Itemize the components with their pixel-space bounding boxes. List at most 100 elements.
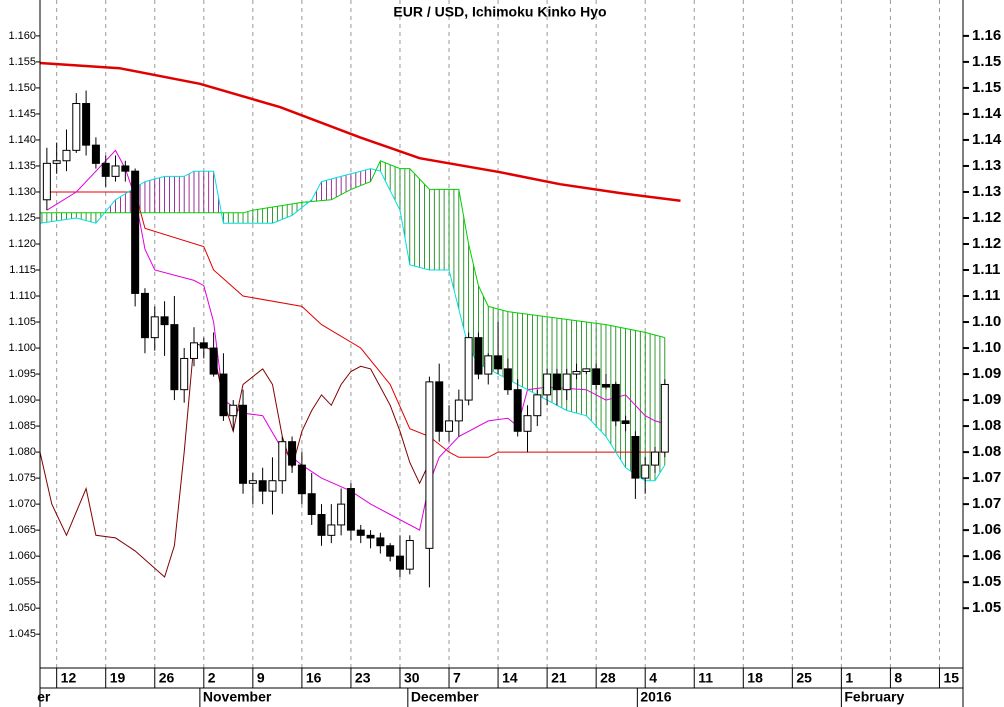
candle-body — [386, 545, 395, 557]
candle — [140, 288, 149, 354]
y-tick-label: 1.105 — [8, 316, 36, 328]
candle-body — [543, 373, 552, 396]
month-label: 2016 — [640, 689, 671, 705]
y2-tick-label: 1.05 — [972, 599, 1001, 616]
candle-layer — [42, 90, 669, 588]
candle — [82, 90, 91, 156]
candle-body — [278, 441, 287, 482]
y2-tick-label: 1.05 — [972, 573, 1001, 590]
x-tick-label: 11 — [698, 670, 713, 686]
candle-body — [405, 540, 414, 570]
axis-layer: 1.160 1.155 1.150 1.145 1.140 1.135 1.130 1.125… — [8, 0, 1002, 707]
candle-body — [268, 480, 277, 492]
candle-body — [572, 370, 581, 375]
chart-title: EUR / USD, Ichimoku Kinko Hyo — [393, 4, 606, 20]
candle-body — [91, 144, 100, 164]
candle-body — [297, 464, 306, 495]
y-tick-label: 1.110 — [9, 290, 36, 302]
y2-tick-label: 1.09 — [972, 365, 1001, 382]
y-tick-label: 1.095 — [8, 368, 36, 380]
candle-body — [160, 316, 169, 326]
candle — [121, 160, 130, 182]
candle — [592, 363, 601, 390]
candle-body — [376, 537, 385, 547]
candle-body — [180, 357, 189, 391]
x-tick-label: 14 — [502, 670, 518, 686]
indicator-line — [39, 168, 666, 482]
candle-body — [660, 383, 669, 453]
candle-body — [219, 373, 228, 417]
candle-body — [121, 165, 130, 172]
candle — [572, 363, 581, 380]
y2-tick-label: 1.06 — [972, 521, 1001, 538]
candle-body — [42, 162, 51, 201]
candle — [239, 389, 248, 494]
candle-body — [611, 383, 620, 422]
y-tick-label: 1.140 — [8, 134, 36, 146]
candle-body — [150, 316, 159, 339]
indicator-line — [40, 160, 665, 339]
candle — [641, 457, 650, 494]
month-label: December — [411, 689, 479, 705]
candle-body — [601, 383, 610, 388]
indicator-line — [46, 191, 665, 458]
x-tick-label: 2 — [208, 670, 216, 686]
candle-body — [454, 399, 463, 422]
candle — [219, 353, 228, 421]
month-label: November — [203, 689, 272, 705]
candle-body — [52, 160, 61, 164]
candle-body — [494, 355, 503, 370]
y2-tick-label: 1.14 — [972, 105, 1002, 122]
candle — [189, 327, 198, 367]
candle-body — [62, 149, 71, 162]
candle — [376, 532, 385, 554]
y2-tick-label: 1.12 — [972, 235, 1001, 252]
y-tick-label: 1.160 — [8, 30, 36, 42]
candle — [660, 379, 669, 458]
candle — [258, 467, 267, 505]
x-tick-label: 7 — [453, 670, 461, 686]
candle — [405, 535, 414, 575]
candle-body — [631, 435, 640, 479]
candle — [651, 446, 660, 473]
candle-body — [445, 420, 454, 432]
candle-body — [140, 292, 149, 339]
candle — [562, 368, 571, 401]
candle — [91, 137, 100, 169]
candle — [552, 368, 561, 406]
y-tick-label: 1.050 — [8, 602, 36, 614]
candle-body — [239, 404, 248, 484]
candle-body — [131, 170, 140, 294]
candle — [454, 389, 463, 437]
candle — [445, 405, 454, 442]
y2-tick-label: 1.07 — [972, 495, 1001, 512]
y2-tick-label: 1.15 — [972, 79, 1001, 96]
x-tick-label: 9 — [257, 670, 265, 686]
candle — [533, 389, 542, 427]
candle-body — [552, 373, 561, 391]
y-tick-label: 1.045 — [8, 628, 36, 640]
candle-body — [229, 404, 238, 417]
x-tick-label: 18 — [747, 670, 763, 686]
x-tick-label: 21 — [551, 670, 567, 686]
candle — [180, 348, 189, 403]
y-tick-label: 1.070 — [8, 498, 36, 510]
y2-tick-label: 1.12 — [972, 209, 1001, 226]
candle — [42, 147, 51, 211]
candle — [229, 400, 238, 432]
candle — [513, 379, 522, 437]
candle — [72, 93, 81, 153]
candle — [150, 306, 159, 351]
x-tick-label: 4 — [649, 670, 657, 686]
y-tick-label: 1.100 — [8, 342, 36, 354]
candle-body — [503, 368, 512, 391]
candle-body — [641, 464, 650, 479]
x-tick-label: 15 — [943, 670, 959, 686]
x-tick-label: 12 — [61, 670, 77, 686]
candle-body — [366, 534, 375, 539]
candle — [386, 543, 395, 562]
candle-body — [464, 337, 473, 401]
indicator-line — [39, 342, 430, 578]
